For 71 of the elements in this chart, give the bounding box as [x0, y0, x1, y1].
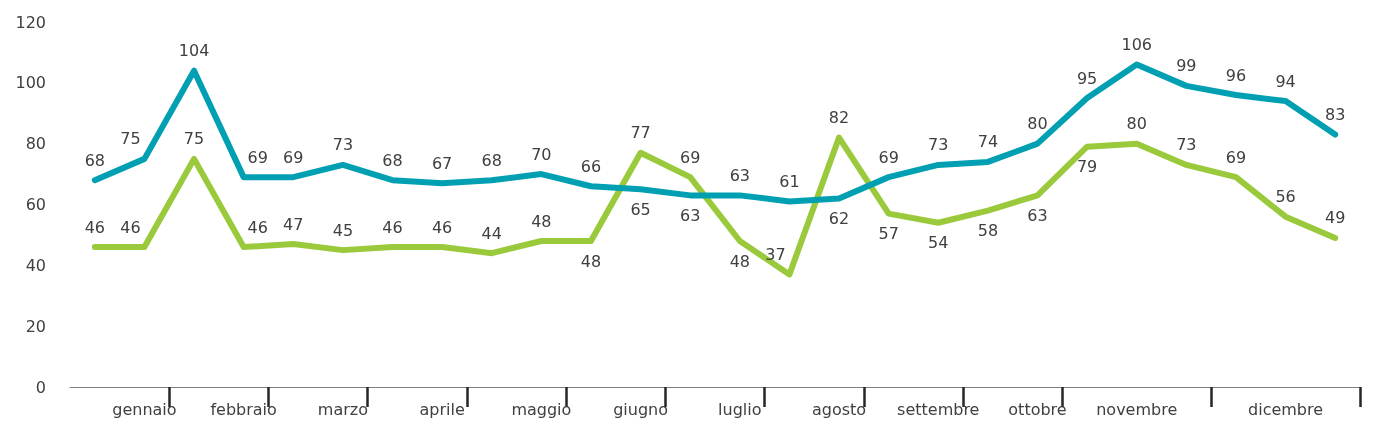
data-label: 106 — [1121, 35, 1152, 55]
data-label: 82 — [828, 108, 850, 128]
data-label: 94 — [1275, 71, 1296, 91]
x-tick-label: aprile — [419, 399, 465, 419]
data-label: 46 — [431, 217, 453, 237]
data-label: 68 — [382, 150, 403, 170]
data-label: 63 — [680, 205, 701, 225]
data-label: 75 — [183, 129, 205, 149]
y-tick-label: 60 — [25, 195, 46, 214]
data-label: 67 — [431, 153, 453, 173]
data-label: 66 — [580, 156, 602, 176]
data-label: 47 — [283, 214, 304, 234]
data-label: 57 — [878, 224, 899, 244]
data-label: 74 — [977, 132, 999, 152]
data-label: 80 — [1027, 114, 1048, 134]
data-label: 69 — [878, 147, 899, 167]
data-label: 48 — [531, 211, 552, 231]
data-label: 69 — [1225, 147, 1247, 167]
y-tick-label: 0 — [35, 377, 46, 397]
data-label: 83 — [1325, 105, 1346, 125]
y-tick-label: 100 — [15, 73, 46, 93]
data-label: 56 — [1275, 187, 1296, 207]
data-label: 69 — [283, 147, 304, 167]
x-tick-label: settembre — [897, 399, 980, 419]
data-label: 63 — [1027, 205, 1048, 225]
y-tick-label: 120 — [15, 12, 46, 32]
data-label: 46 — [247, 217, 268, 237]
data-label: 104 — [178, 41, 210, 61]
data-label: 44 — [481, 223, 502, 243]
data-label: 46 — [84, 217, 105, 237]
data-label: 99 — [1176, 56, 1197, 76]
x-tick-label: dicembre — [1248, 399, 1324, 419]
data-label: 48 — [580, 251, 602, 271]
data-label: 77 — [630, 123, 651, 143]
x-tick-label: gennaio — [112, 399, 177, 419]
data-label: 62 — [828, 208, 850, 228]
data-label: 96 — [1225, 65, 1247, 85]
x-tick-label: giugno — [613, 399, 668, 419]
data-label: 68 — [84, 150, 105, 170]
data-label: 58 — [977, 221, 999, 241]
data-label: 46 — [382, 217, 403, 237]
data-label: 45 — [332, 220, 354, 240]
data-label: 80 — [1126, 114, 1147, 134]
data-label: 79 — [1076, 157, 1098, 177]
data-label: 73 — [1176, 135, 1197, 155]
x-tick-label: luglio — [718, 399, 762, 419]
data-label: 70 — [531, 144, 552, 164]
data-label: 68 — [481, 150, 502, 170]
x-tick-label: agosto — [811, 399, 867, 419]
data-label: 73 — [332, 135, 354, 155]
x-tick-label: novembre — [1096, 399, 1178, 419]
x-tick-label: febbraio — [210, 399, 277, 419]
data-label: 75 — [120, 129, 141, 149]
y-tick-label: 80 — [25, 134, 46, 154]
data-label: 61 — [779, 171, 800, 191]
x-tick-label: ottobre — [1008, 399, 1067, 419]
data-label: 95 — [1076, 68, 1098, 88]
data-label: 46 — [120, 217, 141, 237]
y-tick-label: 20 — [25, 316, 46, 336]
data-label: 54 — [928, 233, 949, 253]
data-label: 73 — [928, 135, 949, 155]
data-label: 49 — [1325, 208, 1346, 228]
y-tick-label: 40 — [25, 255, 46, 275]
data-label: 65 — [630, 199, 651, 219]
data-label: 37 — [765, 244, 786, 264]
x-tick-label: marzo — [317, 399, 368, 419]
data-label: 69 — [680, 147, 701, 167]
data-label: 69 — [247, 147, 268, 167]
data-label: 63 — [729, 165, 750, 185]
data-label: 48 — [729, 251, 750, 271]
x-tick-label: maggio — [511, 399, 572, 419]
